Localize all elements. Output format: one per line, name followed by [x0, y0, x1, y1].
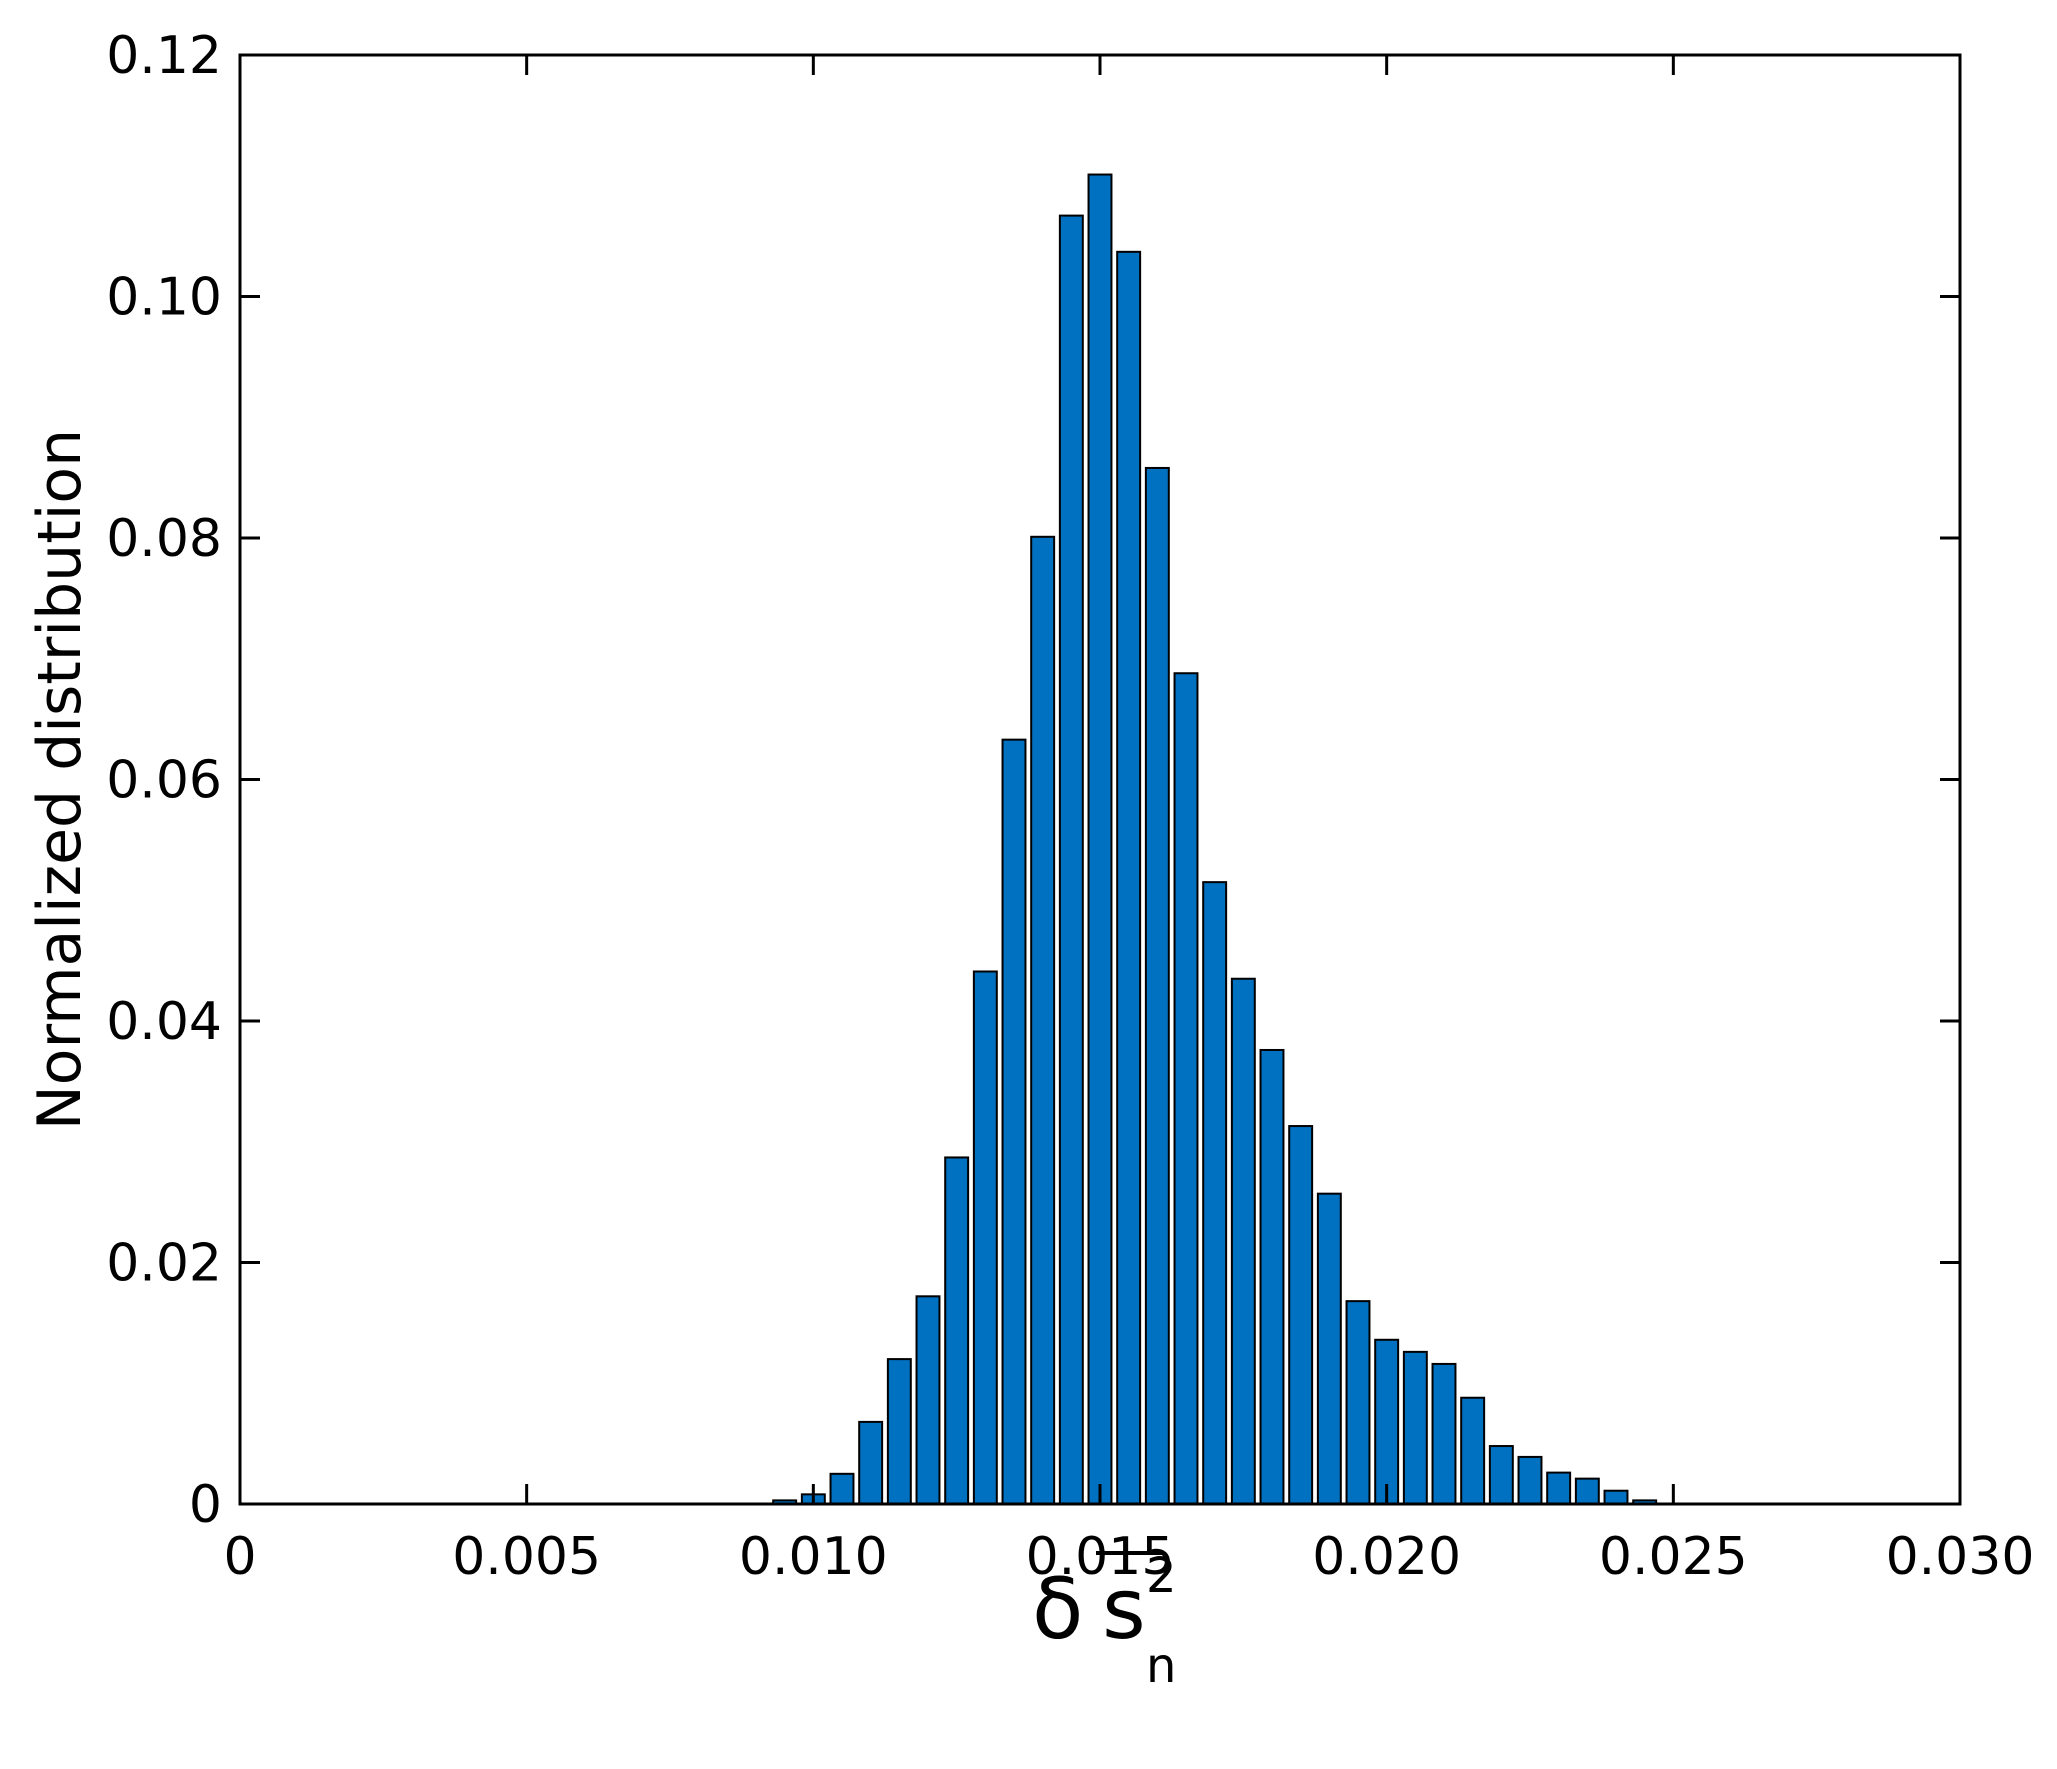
- y-tick-label: 0.12: [106, 26, 222, 86]
- x-axis-label-symbol: δ: [1032, 1560, 1083, 1658]
- x-tick-label: 0.030: [1886, 1527, 2035, 1587]
- x-axis-label-superscript: 2: [1146, 1548, 1177, 1604]
- histogram-bar: [1116, 250, 1142, 1506]
- histogram-bar: [1173, 672, 1199, 1505]
- y-axis-label: Normalized distribution: [25, 429, 95, 1130]
- histogram-bar: [1001, 738, 1027, 1505]
- x-tick-label: 0.010: [739, 1527, 888, 1587]
- x-axis-label-subscript: n: [1146, 1638, 1176, 1694]
- histogram-bar: [858, 1420, 884, 1506]
- x-tick-label: 0: [223, 1527, 256, 1587]
- histogram-bar: [1144, 466, 1170, 1506]
- histogram-bar: [915, 1295, 941, 1506]
- histogram-bar: [1058, 214, 1084, 1506]
- histogram-bar: [1546, 1471, 1572, 1505]
- histogram-bar: [1574, 1477, 1600, 1506]
- histogram-bar: [1345, 1300, 1371, 1506]
- histogram-bar: [944, 1156, 970, 1505]
- histogram-bar: [1517, 1455, 1543, 1506]
- y-tick-labels: 0 0.02 0.04 0.06 0.08 0.10 0.12: [106, 26, 222, 1535]
- histogram-bar: [829, 1472, 855, 1506]
- histogram-bar: [1431, 1362, 1457, 1506]
- histogram-bar: [886, 1358, 912, 1505]
- y-tick-label: 0: [189, 1475, 222, 1535]
- histogram-bar: [1202, 881, 1228, 1505]
- histogram-bar: [1374, 1338, 1400, 1506]
- y-tick-label: 0.06: [106, 751, 222, 811]
- y-tick-label: 0.02: [106, 1234, 222, 1294]
- x-tick-label: 0.020: [1312, 1527, 1461, 1587]
- bars-group: [772, 173, 1658, 1506]
- histogram-bar: [1087, 173, 1113, 1505]
- histogram-bar: [1460, 1396, 1486, 1505]
- x-axis-label: δ s 2 n: [1032, 1548, 1177, 1694]
- histogram-bar: [972, 970, 998, 1505]
- histogram-bar: [1603, 1489, 1629, 1505]
- y-tick-label: 0.08: [106, 509, 222, 569]
- x-axis-label-base: s: [1102, 1560, 1146, 1658]
- histogram-bar: [1288, 1125, 1314, 1506]
- y-tick-label: 0.04: [106, 992, 222, 1052]
- histogram-bar: [1402, 1350, 1428, 1505]
- histogram-bar: [1488, 1445, 1514, 1506]
- x-tick-label: 0.025: [1599, 1527, 1748, 1587]
- histogram-bar: [1316, 1192, 1342, 1506]
- histogram-bar: [1230, 977, 1256, 1505]
- x-tick-label: 0.005: [452, 1527, 601, 1587]
- histogram-bar: [1259, 1048, 1285, 1505]
- plot-frame: [238, 53, 1962, 1506]
- histogram-bar: [1030, 535, 1056, 1505]
- x-tick-labels: 0 0.005 0.010 0.015 0.020 0.025 0.030: [223, 1527, 2034, 1587]
- y-tick-label: 0.10: [106, 268, 222, 328]
- x-tick-label: 0.015: [1026, 1527, 1175, 1587]
